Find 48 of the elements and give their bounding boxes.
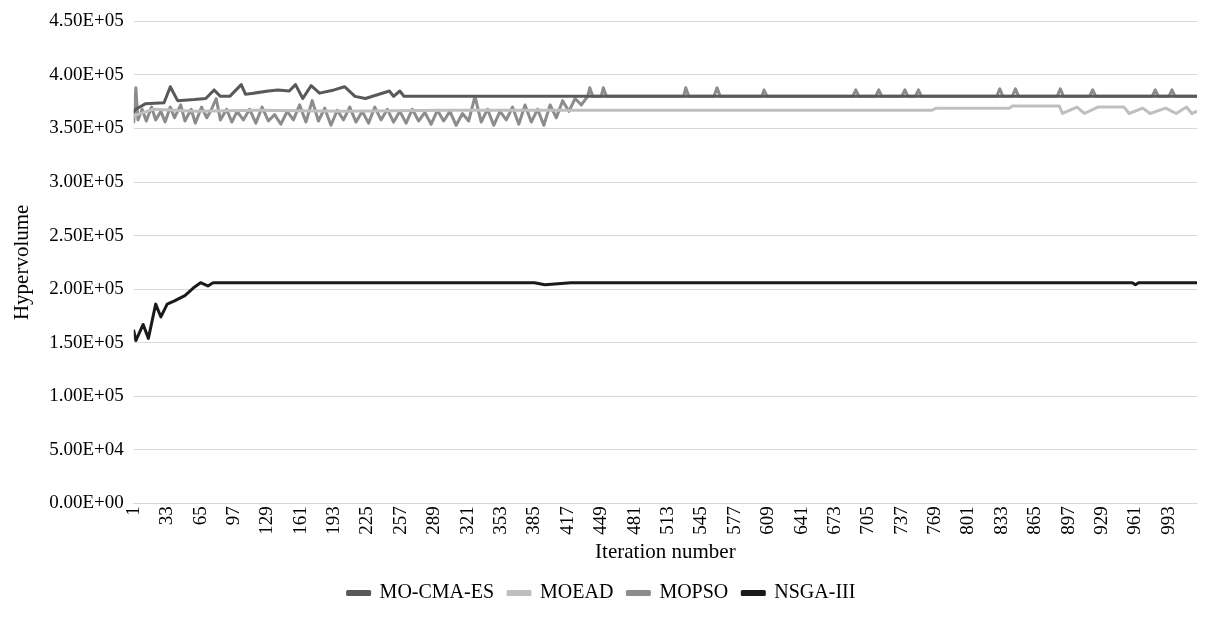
x-tick-label: 769 xyxy=(923,506,945,535)
legend-label: MOPSO xyxy=(659,580,729,603)
x-tick-label: 97 xyxy=(221,506,243,526)
y-tick-label: 4.00E+05 xyxy=(49,62,124,84)
x-tick-label: 705 xyxy=(856,506,878,535)
x-tick-label: 321 xyxy=(455,506,477,535)
x-tick-label: 609 xyxy=(756,506,778,535)
x-tick-label: 353 xyxy=(489,506,511,535)
x-tick-label: 481 xyxy=(622,506,644,535)
x-tick-label: 161 xyxy=(288,506,310,535)
x-tick-label: 1 xyxy=(121,506,143,516)
x-tick-label: 673 xyxy=(822,506,844,535)
y-tick-label: 2.50E+05 xyxy=(49,223,124,245)
x-tick-label: 801 xyxy=(956,506,978,535)
x-tick-label: 737 xyxy=(889,506,911,535)
x-tick-label: 289 xyxy=(422,506,444,535)
x-tick-label: 545 xyxy=(689,506,711,535)
y-tick-label: 0.00E+00 xyxy=(49,491,124,513)
x-tick-label: 385 xyxy=(522,506,544,535)
x-tick-label: 961 xyxy=(1123,506,1145,535)
x-tick-label: 417 xyxy=(555,506,577,535)
x-tick-label: 513 xyxy=(655,506,677,535)
x-tick-label: 129 xyxy=(255,506,277,535)
x-tick-label: 225 xyxy=(355,506,377,535)
x-tick-label: 33 xyxy=(155,506,177,526)
x-tick-label: 65 xyxy=(188,506,210,526)
legend-label: MOEAD xyxy=(540,580,614,603)
y-tick-label: 3.00E+05 xyxy=(49,170,124,192)
x-tick-label: 993 xyxy=(1156,506,1178,535)
legend-label: MO-CMA-ES xyxy=(379,580,495,603)
x-tick-label: 641 xyxy=(789,506,811,535)
legend-label: NSGA-III xyxy=(774,580,856,603)
x-tick-label: 193 xyxy=(322,506,344,535)
y-axis-title: Hypervolume xyxy=(9,204,34,321)
y-tick-label: 5.00E+04 xyxy=(49,437,125,459)
x-axis-title: Iteration number xyxy=(595,538,736,563)
x-tick-label: 449 xyxy=(589,506,611,535)
y-tick-label: 1.50E+05 xyxy=(49,330,124,352)
y-tick-label: 2.00E+05 xyxy=(49,277,124,299)
x-tick-label: 577 xyxy=(722,506,744,535)
y-tick-label: 3.50E+05 xyxy=(49,116,124,138)
x-tick-label: 897 xyxy=(1056,506,1078,535)
x-tick-label: 865 xyxy=(1023,506,1045,535)
x-tick-label: 257 xyxy=(388,506,410,535)
x-tick-label: 833 xyxy=(989,506,1011,535)
x-tick-label: 929 xyxy=(1090,506,1112,535)
y-tick-label: 4.50E+05 xyxy=(49,9,124,31)
y-tick-label: 1.00E+05 xyxy=(49,384,124,406)
